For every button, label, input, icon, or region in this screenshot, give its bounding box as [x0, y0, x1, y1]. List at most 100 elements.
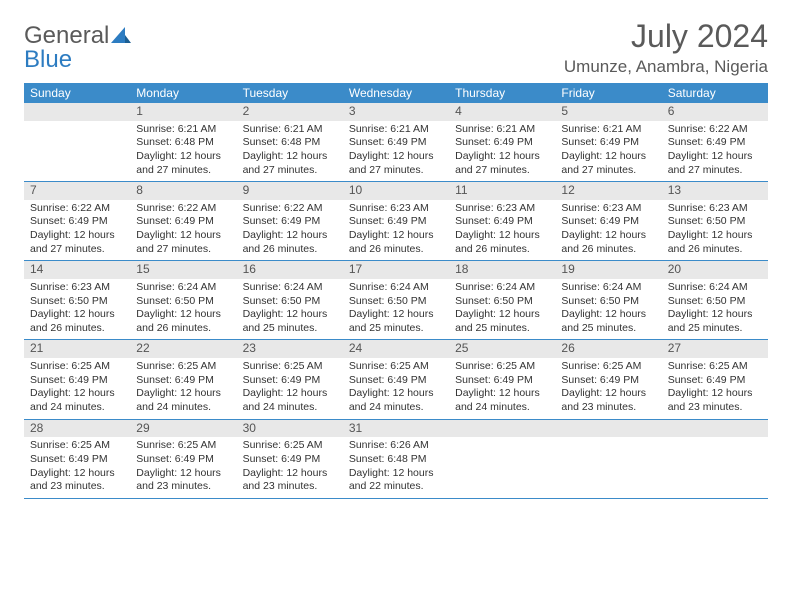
sunset-text: Sunset: 6:50 PM	[561, 295, 657, 309]
day-number: 15	[130, 261, 236, 279]
day-cell: 6 Sunrise: 6:22 AMSunset: 6:49 PMDaylight…	[662, 103, 768, 181]
day-number: 20	[662, 261, 768, 279]
day-cell: 14Sunrise: 6:23 AMSunset: 6:50 PMDayligh…	[24, 261, 130, 339]
day-number: 11	[449, 182, 555, 200]
day-cell: .	[555, 420, 661, 498]
day-number: 3	[343, 103, 449, 121]
day-number: 25	[449, 340, 555, 358]
sunrise-text: Sunrise: 6:21 AM	[243, 123, 339, 137]
day-body: Sunrise: 6:25 AMSunset: 6:49 PMDaylight:…	[662, 360, 768, 415]
day-cell: 5Sunrise: 6:21 AMSunset: 6:49 PMDaylight…	[555, 103, 661, 181]
daylight-text: Daylight: 12 hours and 25 minutes.	[243, 308, 339, 335]
sunrise-text: Sunrise: 6:24 AM	[243, 281, 339, 295]
day-cell: .	[24, 103, 130, 181]
daylight-text: Daylight: 12 hours and 27 minutes.	[455, 150, 551, 177]
logo: General Blue	[24, 18, 131, 72]
sunrise-text: Sunrise: 6:22 AM	[668, 123, 764, 137]
daylight-text: Daylight: 12 hours and 22 minutes.	[349, 467, 445, 494]
day-body: Sunrise: 6:22 AMSunset: 6:49 PMDaylight:…	[130, 202, 236, 257]
sunrise-text: Sunrise: 6:23 AM	[349, 202, 445, 216]
day-cell: 15Sunrise: 6:24 AMSunset: 6:50 PMDayligh…	[130, 261, 236, 339]
day-body: Sunrise: 6:24 AMSunset: 6:50 PMDaylight:…	[237, 281, 343, 336]
week-row: 21Sunrise: 6:25 AMSunset: 6:49 PMDayligh…	[24, 340, 768, 419]
day-cell: 13Sunrise: 6:23 AMSunset: 6:50 PMDayligh…	[662, 182, 768, 260]
sunset-text: Sunset: 6:49 PM	[668, 136, 764, 150]
day-body: Sunrise: 6:25 AMSunset: 6:49 PMDaylight:…	[343, 360, 449, 415]
sunset-text: Sunset: 6:49 PM	[243, 215, 339, 229]
day-body: Sunrise: 6:23 AMSunset: 6:49 PMDaylight:…	[343, 202, 449, 257]
day-number: 8	[130, 182, 236, 200]
day-body: Sunrise: 6:21 AMSunset: 6:48 PMDaylight:…	[237, 123, 343, 178]
day-number: 6	[662, 103, 768, 121]
day-body: Sunrise: 6:22 AMSunset: 6:49 PMDaylight:…	[662, 123, 768, 178]
day-body: Sunrise: 6:25 AMSunset: 6:49 PMDaylight:…	[130, 360, 236, 415]
sunset-text: Sunset: 6:49 PM	[243, 453, 339, 467]
day-cell: 16Sunrise: 6:24 AMSunset: 6:50 PMDayligh…	[237, 261, 343, 339]
daylight-text: Daylight: 12 hours and 25 minutes.	[455, 308, 551, 335]
sunrise-text: Sunrise: 6:24 AM	[668, 281, 764, 295]
sunrise-text: Sunrise: 6:21 AM	[349, 123, 445, 137]
week-row: 14Sunrise: 6:23 AMSunset: 6:50 PMDayligh…	[24, 261, 768, 340]
sunset-text: Sunset: 6:50 PM	[455, 295, 551, 309]
week-row: .1Sunrise: 6:21 AMSunset: 6:48 PMDayligh…	[24, 103, 768, 182]
sunset-text: Sunset: 6:49 PM	[349, 215, 445, 229]
sunrise-text: Sunrise: 6:25 AM	[30, 439, 126, 453]
day-cell: .	[662, 420, 768, 498]
day-number: 19	[555, 261, 661, 279]
location: Umunze, Anambra, Nigeria	[564, 57, 768, 77]
sunset-text: Sunset: 6:49 PM	[243, 374, 339, 388]
day-cell: 27 Sunrise: 6:25 AMSunset: 6:49 PMDayligh…	[662, 340, 768, 418]
sunset-text: Sunset: 6:50 PM	[243, 295, 339, 309]
weekday-header: Saturday	[662, 83, 768, 103]
day-body: Sunrise: 6:23 AMSunset: 6:50 PMDaylight:…	[24, 281, 130, 336]
day-body: Sunrise: 6:23 AMSunset: 6:49 PMDaylight:…	[555, 202, 661, 257]
sunrise-text: Sunrise: 6:25 AM	[349, 360, 445, 374]
day-number: 27	[662, 340, 768, 358]
day-number: 2	[237, 103, 343, 121]
day-cell: 1Sunrise: 6:21 AMSunset: 6:48 PMDaylight…	[130, 103, 236, 181]
day-cell: 26Sunrise: 6:25 AMSunset: 6:49 PMDayligh…	[555, 340, 661, 418]
day-number: .	[24, 103, 130, 121]
day-body: Sunrise: 6:21 AMSunset: 6:48 PMDaylight:…	[130, 123, 236, 178]
sunset-text: Sunset: 6:49 PM	[136, 215, 232, 229]
daylight-text: Daylight: 12 hours and 24 minutes.	[349, 387, 445, 414]
day-body: Sunrise: 6:25 AMSunset: 6:49 PMDaylight:…	[449, 360, 555, 415]
daylight-text: Daylight: 12 hours and 24 minutes.	[30, 387, 126, 414]
month-title: July 2024	[564, 18, 768, 55]
daylight-text: Daylight: 12 hours and 27 minutes.	[561, 150, 657, 177]
day-number: 12	[555, 182, 661, 200]
day-number: .	[662, 420, 768, 438]
sunset-text: Sunset: 6:50 PM	[349, 295, 445, 309]
day-cell: 7Sunrise: 6:22 AMSunset: 6:49 PMDaylight…	[24, 182, 130, 260]
sunrise-text: Sunrise: 6:25 AM	[136, 360, 232, 374]
sunset-text: Sunset: 6:49 PM	[136, 453, 232, 467]
day-number: 9	[237, 182, 343, 200]
day-body: Sunrise: 6:21 AMSunset: 6:49 PMDaylight:…	[343, 123, 449, 178]
week-row: 28Sunrise: 6:25 AMSunset: 6:49 PMDayligh…	[24, 420, 768, 499]
day-cell: 29Sunrise: 6:25 AMSunset: 6:49 PMDayligh…	[130, 420, 236, 498]
day-number: 5	[555, 103, 661, 121]
daylight-text: Daylight: 12 hours and 24 minutes.	[455, 387, 551, 414]
sunset-text: Sunset: 6:48 PM	[349, 453, 445, 467]
logo-word2: Blue	[24, 46, 72, 73]
day-body: Sunrise: 6:22 AMSunset: 6:49 PMDaylight:…	[24, 202, 130, 257]
day-body: Sunrise: 6:21 AMSunset: 6:49 PMDaylight:…	[449, 123, 555, 178]
sunrise-text: Sunrise: 6:23 AM	[30, 281, 126, 295]
day-cell: 25 Sunrise: 6:25 AMSunset: 6:49 PMDayligh…	[449, 340, 555, 418]
day-number: 17	[343, 261, 449, 279]
day-number: 22	[130, 340, 236, 358]
daylight-text: Daylight: 12 hours and 26 minutes.	[455, 229, 551, 256]
day-cell: 21Sunrise: 6:25 AMSunset: 6:49 PMDayligh…	[24, 340, 130, 418]
day-cell: .	[449, 420, 555, 498]
sunset-text: Sunset: 6:50 PM	[30, 295, 126, 309]
weekday-header: Monday	[130, 83, 236, 103]
day-number: 24	[343, 340, 449, 358]
daylight-text: Daylight: 12 hours and 26 minutes.	[349, 229, 445, 256]
day-cell: 17Sunrise: 6:24 AMSunset: 6:50 PMDayligh…	[343, 261, 449, 339]
sunset-text: Sunset: 6:49 PM	[30, 374, 126, 388]
sunset-text: Sunset: 6:50 PM	[668, 215, 764, 229]
day-number: 23	[237, 340, 343, 358]
daylight-text: Daylight: 12 hours and 23 minutes.	[243, 467, 339, 494]
weekday-header: Wednesday	[343, 83, 449, 103]
sunrise-text: Sunrise: 6:25 AM	[136, 439, 232, 453]
